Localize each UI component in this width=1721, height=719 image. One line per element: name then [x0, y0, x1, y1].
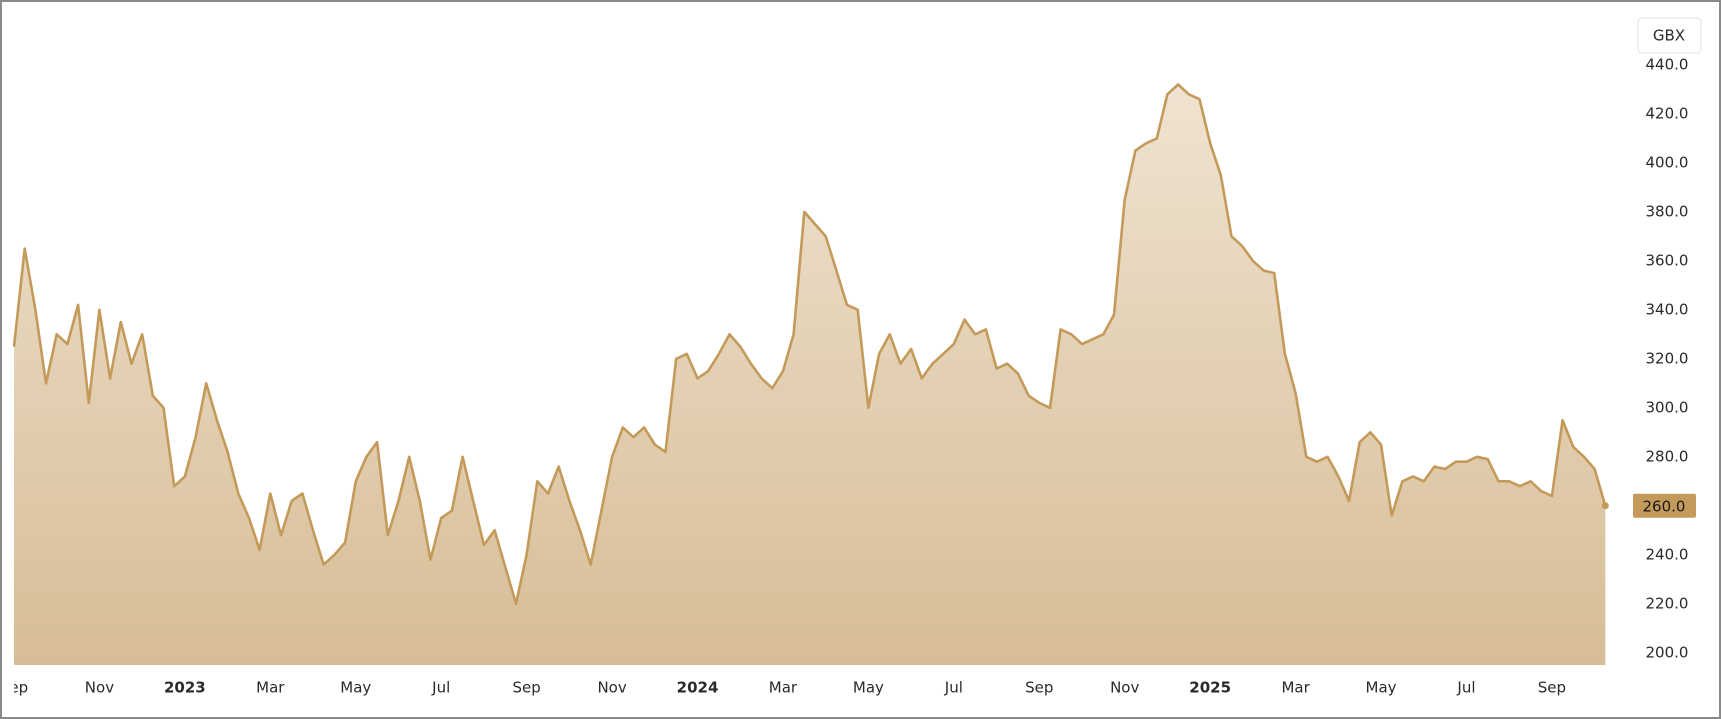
x-tick-label: Nov	[597, 679, 626, 697]
x-tick-label: Sep	[512, 679, 540, 697]
x-axis: Sep Nov 2023 Mar May Jul Sep Nov 2024 Mar May Jul Se…	[0, 665, 1566, 697]
y-tick-label: 420.0	[1646, 104, 1689, 122]
currency-button[interactable]: GBX	[1637, 17, 1702, 54]
x-tick-label: May	[340, 679, 371, 697]
currency-box[interactable]	[1637, 17, 1702, 54]
x-tick-label: 2024	[677, 679, 719, 697]
x-tick-label: Sep	[0, 679, 28, 697]
x-tick-label: Jul	[431, 679, 450, 697]
x-tick-label: Sep	[1025, 679, 1053, 697]
y-tick-label: 340.0	[1646, 300, 1689, 318]
y-axis: 200.0 220.0 240.0 260.0 280.0 300.0 320.0 340.0…	[1630, 55, 1696, 661]
y-tick-label: 360.0	[1646, 251, 1689, 269]
x-tick-label: Mar	[769, 679, 798, 697]
x-tick-label: Jul	[944, 679, 963, 697]
y-tick-label: 200.0	[1646, 643, 1689, 661]
y-tick-label: 440.0	[1646, 55, 1689, 73]
x-tick-label: Nov	[1110, 679, 1139, 697]
x-tick-label: Mar	[1281, 679, 1310, 697]
area-fill	[14, 84, 1606, 665]
y-tick-label: 400.0	[1646, 153, 1689, 171]
x-tick-label: Mar	[256, 679, 285, 697]
x-tick-label: May	[1366, 679, 1397, 697]
last-point	[1601, 502, 1609, 510]
y-tick-label: 220.0	[1646, 594, 1689, 612]
plot-area	[12, 83, 1609, 665]
y-tick-label: 320.0	[1646, 349, 1689, 367]
y-tick-label: 280.0	[1646, 447, 1689, 465]
y-tick-label: 380.0	[1646, 202, 1689, 220]
x-tick-label: Sep	[1538, 679, 1566, 697]
y-tick-label: 240.0	[1646, 545, 1689, 563]
x-tick-label: 2025	[1189, 679, 1231, 697]
currency-label[interactable]: GBX	[1653, 27, 1685, 45]
last-price-box	[1633, 493, 1696, 518]
x-tick-label: Jul	[1456, 679, 1475, 697]
x-tick-label: Nov	[85, 679, 114, 697]
x-tick-label: May	[853, 679, 884, 697]
price-line	[12, 83, 1607, 606]
x-tick-label: 2023	[164, 679, 206, 697]
y-tick-label: 300.0	[1646, 398, 1689, 416]
last-price-label: 260.0	[1643, 497, 1686, 515]
